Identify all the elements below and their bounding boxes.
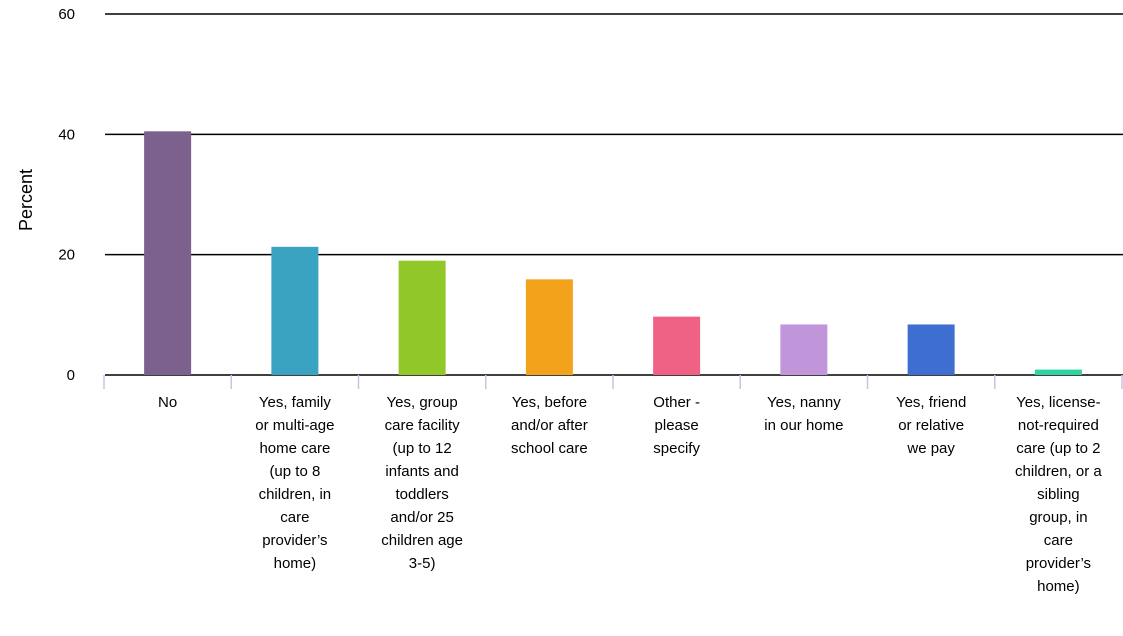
gridlines: [105, 13, 1123, 376]
x-tick-label-line: care: [1043, 532, 1073, 549]
x-tick-label-line: provider’s: [262, 532, 328, 549]
x-tick-label-line: Yes, before: [511, 394, 588, 411]
bar: [907, 324, 955, 375]
bar: [271, 246, 319, 375]
bar: [398, 260, 446, 375]
x-tick-label-line: Other -: [653, 394, 700, 411]
x-tick-label-line: children, in: [258, 486, 332, 503]
bars: [144, 131, 1082, 375]
x-tick-label: Other - please specify: [615, 391, 739, 460]
x-tick-label-line: school care: [511, 440, 588, 457]
x-tick-label-line: 3-5): [408, 555, 436, 572]
x-tick-label-line: Yes, license-: [1016, 394, 1101, 411]
x-tick-label-line: we pay: [907, 440, 955, 457]
x-tick-label: No: [106, 391, 230, 414]
y-tick-label: 60: [58, 6, 75, 23]
bar: [780, 324, 828, 375]
x-tick-label-line: please: [654, 417, 699, 434]
x-tick-label-line: home care: [259, 440, 331, 457]
x-tick-label-line: or multi-age: [255, 417, 335, 434]
x-tick-label-line: in our home: [764, 417, 844, 434]
x-tick-label-line: care: [280, 509, 310, 526]
x-tick-label-line: and/or after: [511, 417, 588, 434]
x-tick-label-line: No: [158, 394, 178, 411]
y-tick-label: 40: [58, 126, 75, 143]
y-tick-label: 20: [58, 247, 75, 264]
x-tick-label-line: (up to 8: [269, 463, 321, 480]
x-tick-label-line: (up to 12: [392, 440, 452, 457]
y-axis-label: Percent: [16, 169, 36, 231]
x-tick-label-line: care facility: [384, 417, 460, 434]
x-tick-marks: [103, 375, 1123, 389]
x-tick-label-line: or relative: [898, 417, 965, 434]
y-tick-labels: 0 20 40 60: [58, 6, 75, 384]
x-tick-label-line: toddlers: [395, 486, 449, 503]
x-tick-label: Yes, license-not-required care (up to 2 ch…: [996, 391, 1120, 598]
x-tick-label-line: not-required: [1017, 417, 1099, 434]
x-tick-label: Yes, before and/or after school care: [487, 391, 611, 460]
x-tick-label: Yes, friend or relative we pay: [869, 391, 993, 460]
bar: [525, 279, 573, 375]
y-tick-label: 0: [67, 367, 75, 384]
x-tick-label-line: and/or 25: [390, 509, 454, 526]
x-tick-label-line: specify: [653, 440, 700, 457]
x-tick-label-line: group, in: [1029, 509, 1088, 526]
x-tick-label-line: home): [1037, 578, 1080, 595]
x-tick-label-line: children age: [381, 532, 463, 549]
x-tick-label: Yes, family or multi-age home care (up to 8…: [233, 391, 357, 575]
x-tick-label-line: children, or a: [1015, 463, 1102, 480]
bar: [144, 131, 192, 375]
x-tick-label-line: infants and: [385, 463, 459, 480]
bar: [653, 316, 701, 375]
x-tick-label-line: care (up to 2: [1016, 440, 1101, 457]
x-tick-label-line: Yes, family: [258, 394, 331, 411]
x-tick-label-line: Yes, friend: [895, 394, 967, 411]
x-tick-label: Yes, nanny in our home: [742, 391, 866, 437]
x-tick-label-line: home): [273, 555, 317, 572]
x-tick-label-line: provider’s: [1025, 555, 1092, 572]
x-tick-label: Yes, group care facility (up to 12 infants …: [360, 391, 484, 575]
x-tick-label-line: Yes, group: [386, 394, 458, 411]
x-tick-label-line: sibling: [1037, 486, 1080, 503]
x-tick-label-line: Yes, nanny: [767, 394, 841, 411]
bar: [1034, 369, 1082, 375]
